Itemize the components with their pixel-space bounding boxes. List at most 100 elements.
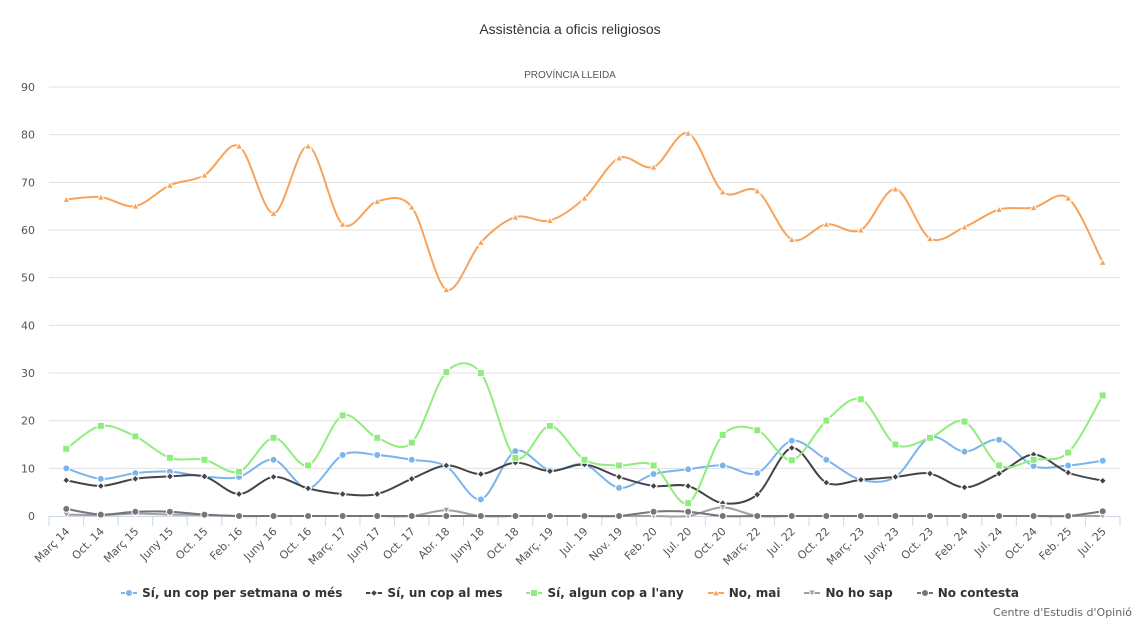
credit-text[interactable]: Centre d'Estudis d'Opinió — [993, 606, 1132, 619]
data-point[interactable] — [752, 186, 762, 195]
data-point[interactable] — [200, 455, 209, 464]
data-point[interactable] — [96, 192, 106, 201]
data-point[interactable] — [580, 455, 589, 464]
data-point[interactable] — [822, 219, 831, 228]
data-point[interactable] — [407, 202, 417, 211]
data-point[interactable] — [1098, 391, 1107, 400]
data-point[interactable] — [131, 432, 140, 441]
data-point[interactable] — [1064, 512, 1073, 520]
data-point[interactable] — [891, 184, 900, 193]
data-point[interactable] — [96, 421, 105, 430]
data-point[interactable] — [200, 472, 209, 481]
data-point[interactable] — [580, 512, 589, 520]
data-point[interactable] — [822, 416, 831, 425]
legend-item[interactable]: No contesta — [916, 586, 1019, 600]
data-point[interactable] — [718, 503, 728, 512]
data-point[interactable] — [476, 469, 486, 479]
data-point[interactable] — [615, 512, 624, 520]
data-point[interactable] — [131, 474, 140, 484]
data-point[interactable] — [960, 483, 969, 492]
data-point[interactable] — [649, 162, 658, 171]
data-point[interactable] — [373, 512, 382, 520]
data-point[interactable] — [165, 472, 175, 481]
data-point[interactable] — [925, 433, 934, 442]
data-point[interactable] — [787, 443, 796, 453]
data-point[interactable] — [234, 489, 244, 499]
legend-item[interactable]: Sí, algun cop a l'any — [526, 586, 684, 600]
data-point[interactable] — [96, 481, 106, 491]
data-point[interactable] — [200, 510, 209, 519]
data-point[interactable] — [338, 512, 347, 520]
data-point[interactable] — [370, 588, 379, 598]
series-line[interactable] — [66, 132, 1104, 291]
data-point[interactable] — [441, 506, 451, 515]
data-point[interactable] — [1098, 456, 1107, 465]
data-point[interactable] — [960, 417, 969, 426]
data-point[interactable] — [62, 444, 71, 453]
data-point[interactable] — [338, 411, 347, 420]
data-point[interactable] — [373, 433, 382, 442]
data-point[interactable] — [753, 512, 762, 520]
legend-item[interactable]: Sí, un cop al mes — [366, 586, 502, 600]
data-point[interactable] — [994, 469, 1004, 478]
data-point[interactable] — [442, 512, 451, 520]
data-point[interactable] — [822, 455, 831, 464]
data-point[interactable] — [442, 461, 451, 470]
data-point[interactable] — [787, 512, 796, 520]
data-point[interactable] — [234, 141, 244, 150]
data-point[interactable] — [683, 481, 693, 491]
data-point[interactable] — [614, 472, 624, 482]
data-point[interactable] — [511, 512, 520, 520]
data-point[interactable] — [787, 456, 796, 465]
data-point[interactable] — [718, 430, 727, 439]
data-point[interactable] — [338, 450, 347, 459]
data-point[interactable] — [269, 208, 278, 217]
legend-item[interactable]: Sí, un cop per setmana o més — [121, 586, 342, 600]
data-point[interactable] — [925, 512, 934, 520]
data-point[interactable] — [684, 465, 693, 474]
data-point[interactable] — [338, 219, 347, 228]
data-point[interactable] — [269, 512, 278, 520]
data-point[interactable] — [822, 512, 831, 520]
data-point[interactable] — [649, 470, 658, 479]
data-point[interactable] — [718, 461, 727, 470]
data-point[interactable] — [476, 369, 485, 377]
data-point[interactable] — [1029, 512, 1038, 520]
data-point[interactable] — [303, 141, 313, 150]
data-point[interactable] — [891, 440, 900, 449]
data-point[interactable] — [753, 426, 762, 435]
data-point[interactable] — [822, 478, 831, 487]
data-point[interactable] — [856, 475, 866, 484]
legend-item[interactable]: No ho sap — [804, 586, 893, 600]
data-point[interactable] — [131, 201, 140, 210]
data-point[interactable] — [1064, 448, 1073, 457]
data-point[interactable] — [753, 469, 762, 478]
data-point[interactable] — [711, 588, 721, 597]
data-point[interactable] — [303, 484, 313, 493]
legend-item[interactable]: No, mai — [707, 586, 780, 600]
data-point[interactable] — [891, 512, 900, 520]
data-point[interactable] — [856, 512, 865, 520]
data-point[interactable] — [407, 474, 416, 484]
data-point[interactable] — [407, 455, 416, 464]
data-point[interactable] — [62, 464, 71, 473]
data-point[interactable] — [995, 512, 1004, 520]
data-point[interactable] — [476, 495, 485, 504]
data-point[interactable] — [856, 225, 866, 234]
data-point[interactable] — [787, 234, 797, 244]
data-point[interactable] — [530, 589, 539, 597]
data-point[interactable] — [1064, 461, 1073, 470]
data-point[interactable] — [165, 180, 175, 189]
data-point[interactable] — [269, 472, 278, 482]
data-point[interactable] — [200, 170, 209, 179]
data-point[interactable] — [96, 510, 105, 519]
data-point[interactable] — [580, 193, 589, 202]
data-point[interactable] — [131, 507, 140, 516]
data-point[interactable] — [1098, 507, 1107, 516]
data-point[interactable] — [649, 507, 658, 516]
data-point[interactable] — [1063, 193, 1073, 202]
data-point[interactable] — [994, 204, 1004, 214]
data-point[interactable] — [373, 450, 382, 459]
data-point[interactable] — [753, 490, 762, 499]
data-point[interactable] — [235, 512, 244, 520]
